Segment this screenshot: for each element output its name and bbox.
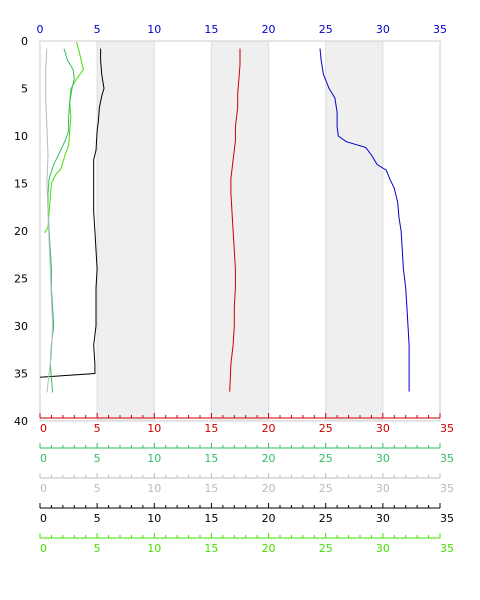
bottom-tick-label: 0 <box>40 542 47 555</box>
bottom-tick-label: 10 <box>147 482 161 495</box>
y-tick-label: 35 <box>14 368 28 381</box>
series-line-4 <box>47 48 75 393</box>
y-tick-label: 40 <box>14 415 28 428</box>
bottom-tick-label: 10 <box>147 512 161 525</box>
bottom-tick-label: 0 <box>40 452 47 465</box>
bottom-tick-label: 5 <box>94 542 101 555</box>
bottom-tick-label: 30 <box>376 422 390 435</box>
bottom-tick-label: 0 <box>40 482 47 495</box>
bottom-tick-label: 25 <box>319 422 333 435</box>
top-tick-label: 5 <box>94 23 101 36</box>
bottom-tick-label: 20 <box>262 542 276 555</box>
bottom-tick-label: 15 <box>204 482 218 495</box>
y-tick-label: 5 <box>21 83 28 96</box>
y-tick-label: 10 <box>14 130 28 143</box>
bottom-tick-label: 35 <box>440 452 454 465</box>
bottom-tick-label: 10 <box>147 452 161 465</box>
top-tick-label: 35 <box>433 23 447 36</box>
bottom-axis-3: 0 5 10 15 20 25 30 35 <box>39 503 454 525</box>
top-tick-label: 25 <box>319 23 333 36</box>
series-line-3 <box>44 41 84 234</box>
bottom-tick-label: 35 <box>440 482 454 495</box>
bottom-tick-label: 15 <box>204 452 218 465</box>
bottom-tick-label: 35 <box>440 512 454 525</box>
bottom-tick-label: 30 <box>376 452 390 465</box>
y-tick-label: 20 <box>14 225 28 238</box>
top-tick-label: 20 <box>262 23 276 36</box>
top-tick-label: 15 <box>204 23 218 36</box>
bottom-tick-label: 30 <box>376 512 390 525</box>
bottom-tick-label: 30 <box>376 482 390 495</box>
top-tick-label: 0 <box>37 23 44 36</box>
bottom-tick-label: 5 <box>94 422 101 435</box>
plot-border <box>39 40 441 422</box>
bottom-tick-label: 5 <box>94 512 101 525</box>
bottom-tick-label: 30 <box>376 542 390 555</box>
bottom-tick-label: 15 <box>204 512 218 525</box>
shaded-band-0 <box>97 41 155 421</box>
bottom-axes: 0 5 10 15 20 25 30 35 0 5 10 15 20 25 30 35 0 5 10 15 20 25 30… <box>39 413 454 555</box>
bottom-axis-2: 0 5 10 15 20 25 30 35 <box>39 473 454 495</box>
bottom-tick-label: 20 <box>262 512 276 525</box>
bottom-tick-label: 20 <box>262 482 276 495</box>
bottom-axis-1: 0 5 10 15 20 25 30 35 <box>39 443 454 465</box>
bottom-tick-label: 25 <box>319 482 333 495</box>
y-tick-label: 25 <box>14 273 28 286</box>
bottom-tick-label: 25 <box>319 512 333 525</box>
plot-frame <box>39 40 441 422</box>
y-tick-label: 15 <box>14 178 28 191</box>
bottom-tick-label: 35 <box>440 422 454 435</box>
bottom-tick-label: 15 <box>204 542 218 555</box>
shaded-band-2 <box>325 41 383 421</box>
y-tick-label: 0 <box>21 35 28 48</box>
bottom-tick-label: 10 <box>147 542 161 555</box>
top-tick-label: 30 <box>376 23 390 36</box>
bottom-tick-label: 20 <box>262 422 276 435</box>
shaded-bands <box>97 41 383 421</box>
bottom-tick-label: 25 <box>319 452 333 465</box>
data-series <box>39 41 410 393</box>
bottom-tick-label: 0 <box>40 422 47 435</box>
bottom-tick-label: 5 <box>94 452 101 465</box>
series-line-2 <box>39 48 105 378</box>
bottom-axis-4: 0 5 10 15 20 25 30 35 <box>39 533 454 555</box>
bottom-tick-label: 20 <box>262 452 276 465</box>
top-tick-label: 10 <box>147 23 161 36</box>
bottom-tick-label: 15 <box>204 422 218 435</box>
series-line-5 <box>45 48 54 393</box>
bottom-axis-0: 0 5 10 15 20 25 30 35 <box>39 413 454 435</box>
y-tick-label: 30 <box>14 320 28 333</box>
bottom-tick-label: 35 <box>440 542 454 555</box>
top-axis: 0 5 10 15 20 25 30 35 <box>37 23 448 36</box>
bottom-tick-label: 0 <box>40 512 47 525</box>
y-axis: 0 5 10 15 20 25 30 35 40 <box>14 35 28 428</box>
series-line-1 <box>229 48 241 392</box>
shaded-band-1 <box>211 41 269 421</box>
bottom-tick-label: 10 <box>147 422 161 435</box>
bottom-tick-label: 5 <box>94 482 101 495</box>
bottom-tick-label: 25 <box>319 542 333 555</box>
series-line-0 <box>319 48 410 392</box>
